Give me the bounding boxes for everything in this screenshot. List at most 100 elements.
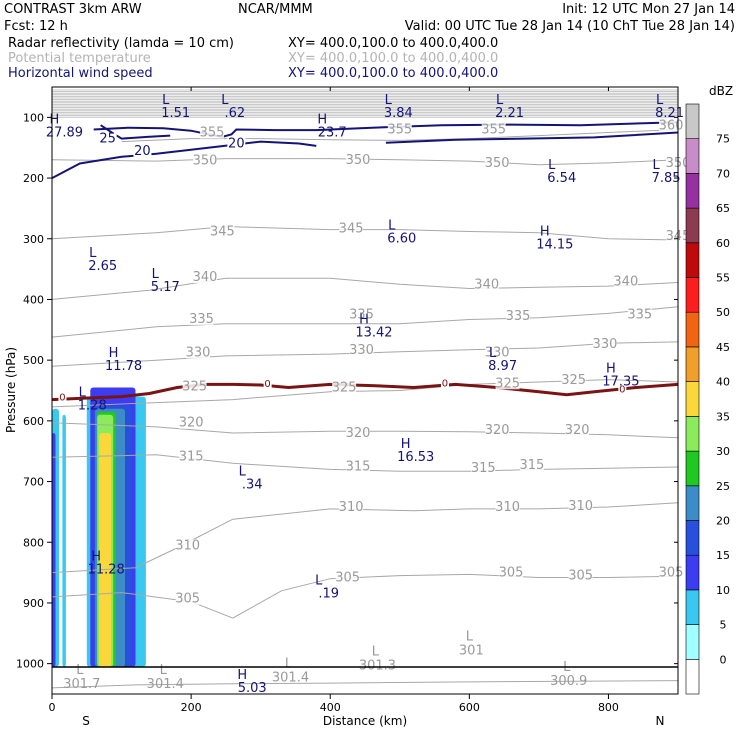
wind-extremum-marker: L xyxy=(79,386,87,401)
x-tick-label: 400 xyxy=(320,701,341,714)
y-tick-label: 300 xyxy=(23,233,44,246)
init-label: Init: 12 UTC Mon 27 Jan 14 xyxy=(562,2,735,17)
x-tick-label: 200 xyxy=(181,701,202,714)
theta-extremum-marker: L xyxy=(285,657,293,672)
wind-extremum-value: 16.53 xyxy=(397,450,434,465)
zero-label: 0 xyxy=(442,378,448,389)
theta-label: 325 xyxy=(495,376,520,391)
wind-label: 25 xyxy=(99,132,116,147)
wind-contour-25 xyxy=(100,124,171,140)
theta-label: 330 xyxy=(593,337,618,352)
wind-extremum-marker: L xyxy=(239,464,247,479)
wind-extremum-marker: L xyxy=(385,93,393,108)
colorbar-label: 35 xyxy=(716,410,730,423)
theta-label-bg xyxy=(186,346,211,359)
theta-label-bg xyxy=(179,416,204,429)
theta-label: 345 xyxy=(210,225,235,240)
wind-extremum-marker: L xyxy=(652,158,660,173)
theta-label-bg xyxy=(339,222,364,235)
theta-label: 325 xyxy=(332,381,357,396)
colorbar-label: 55 xyxy=(716,272,730,285)
colorbar-label: 10 xyxy=(716,584,730,597)
theta-label-bg xyxy=(592,337,617,350)
x-axis-right-end: N xyxy=(656,714,665,728)
center-label: NCAR/MMM xyxy=(238,2,313,17)
wind-extremum-marker: H xyxy=(606,361,616,376)
theta-extremum-marker: L xyxy=(160,663,168,678)
wind-extremum-value: .34 xyxy=(242,477,263,492)
zero-label: 0 xyxy=(619,385,625,396)
theta-label: 350 xyxy=(485,156,510,171)
wind-extremum-marker: L xyxy=(548,158,556,173)
y-tick-label: 400 xyxy=(23,293,44,306)
theta-contour-305 xyxy=(51,573,679,619)
theta-label-bg xyxy=(349,308,374,321)
wind-extremum-value: 14.15 xyxy=(536,238,573,253)
wind-extremum-value: 11.28 xyxy=(88,562,125,577)
zero-label-bg xyxy=(618,384,627,394)
y-tick-label: 600 xyxy=(23,415,44,428)
theta-label: 335 xyxy=(349,308,374,323)
colorbar-swatch xyxy=(685,589,700,625)
field-2-xy: XY= 400.0,100.0 to 400.0,400.0 xyxy=(288,51,498,66)
theta-label-bg xyxy=(335,571,360,584)
theta-label: 310 xyxy=(495,500,520,515)
wind-extremum-value: 11.78 xyxy=(105,359,142,374)
x-axis: 0 200 400 600 800 xyxy=(49,87,619,714)
wind-extremum-marker: L xyxy=(656,93,664,108)
theta-label-bg xyxy=(193,154,218,167)
y-tick-label: 900 xyxy=(23,597,44,610)
zero-label-bg xyxy=(263,379,272,389)
colorbar-swatch xyxy=(685,103,700,140)
theta-label: 330 xyxy=(186,345,211,360)
theta-label-bg xyxy=(485,423,510,436)
theta-label: 315 xyxy=(520,458,545,473)
theta-extremum-marker: L xyxy=(466,629,474,644)
colorbar-swatch xyxy=(685,277,700,313)
wind-extremum-value: 23.7 xyxy=(318,125,347,140)
field-3-xy: XY= 400.0,100.0 to 400.0,400.0 xyxy=(288,66,498,81)
colorbar-swatch xyxy=(685,554,700,591)
theta-label: 315 xyxy=(346,459,371,474)
theta-label: 315 xyxy=(471,461,496,476)
field-3-name: Horizontal wind speed xyxy=(8,66,153,81)
colorbar-swatch xyxy=(685,485,700,521)
wind-label-bg xyxy=(133,144,152,157)
theta-label-bg xyxy=(182,380,207,393)
theta-label-bg xyxy=(485,156,510,169)
x-axis-left-end: S xyxy=(82,714,90,728)
wind-extremum-value: 3.84 xyxy=(384,106,413,121)
theta-label-bg xyxy=(485,346,510,359)
colorbar: 0 5 10 15 20 25 30 35 40 45 50 55 60 65 70 75 xyxy=(685,103,730,695)
wind-contour-20 xyxy=(51,140,317,179)
theta-label-bg xyxy=(659,119,684,132)
colorbar-swatch xyxy=(685,346,700,382)
theta-contour-300 xyxy=(51,680,679,689)
zero-label-bg xyxy=(58,392,67,402)
wind-contour-20 xyxy=(385,131,679,144)
theta-label-bg xyxy=(481,123,506,136)
theta-label: 340 xyxy=(613,274,638,289)
wind-extremum-marker: L xyxy=(315,574,323,589)
wind-extremum-value: 7.85 xyxy=(652,171,681,186)
colorbar-swatch xyxy=(685,520,700,556)
colorbar-label: 15 xyxy=(716,549,730,562)
theta-label-bg xyxy=(339,501,364,514)
theta-label-bg xyxy=(332,381,357,394)
theta-label-bg xyxy=(193,271,218,284)
valid-label: Valid: 00 UTC Tue 28 Jan 14 (10 ChT Tue … xyxy=(405,19,735,34)
theta-label: 330 xyxy=(485,345,510,360)
reflectivity-band-35dbz xyxy=(99,433,112,667)
theta-extremum-marker: L xyxy=(76,663,84,678)
zero-label: 0 xyxy=(59,392,65,403)
theta-label: 355 xyxy=(200,126,225,141)
x-tick-label: 0 xyxy=(49,701,56,714)
theta-label-bg xyxy=(506,309,531,322)
wind-extremum-value: 8.21 xyxy=(655,106,684,121)
theta-label-bg xyxy=(210,225,235,238)
wind-extremum-value: 5.17 xyxy=(151,280,180,295)
theta-label: 320 xyxy=(346,426,371,441)
theta-label: 350 xyxy=(193,153,218,168)
